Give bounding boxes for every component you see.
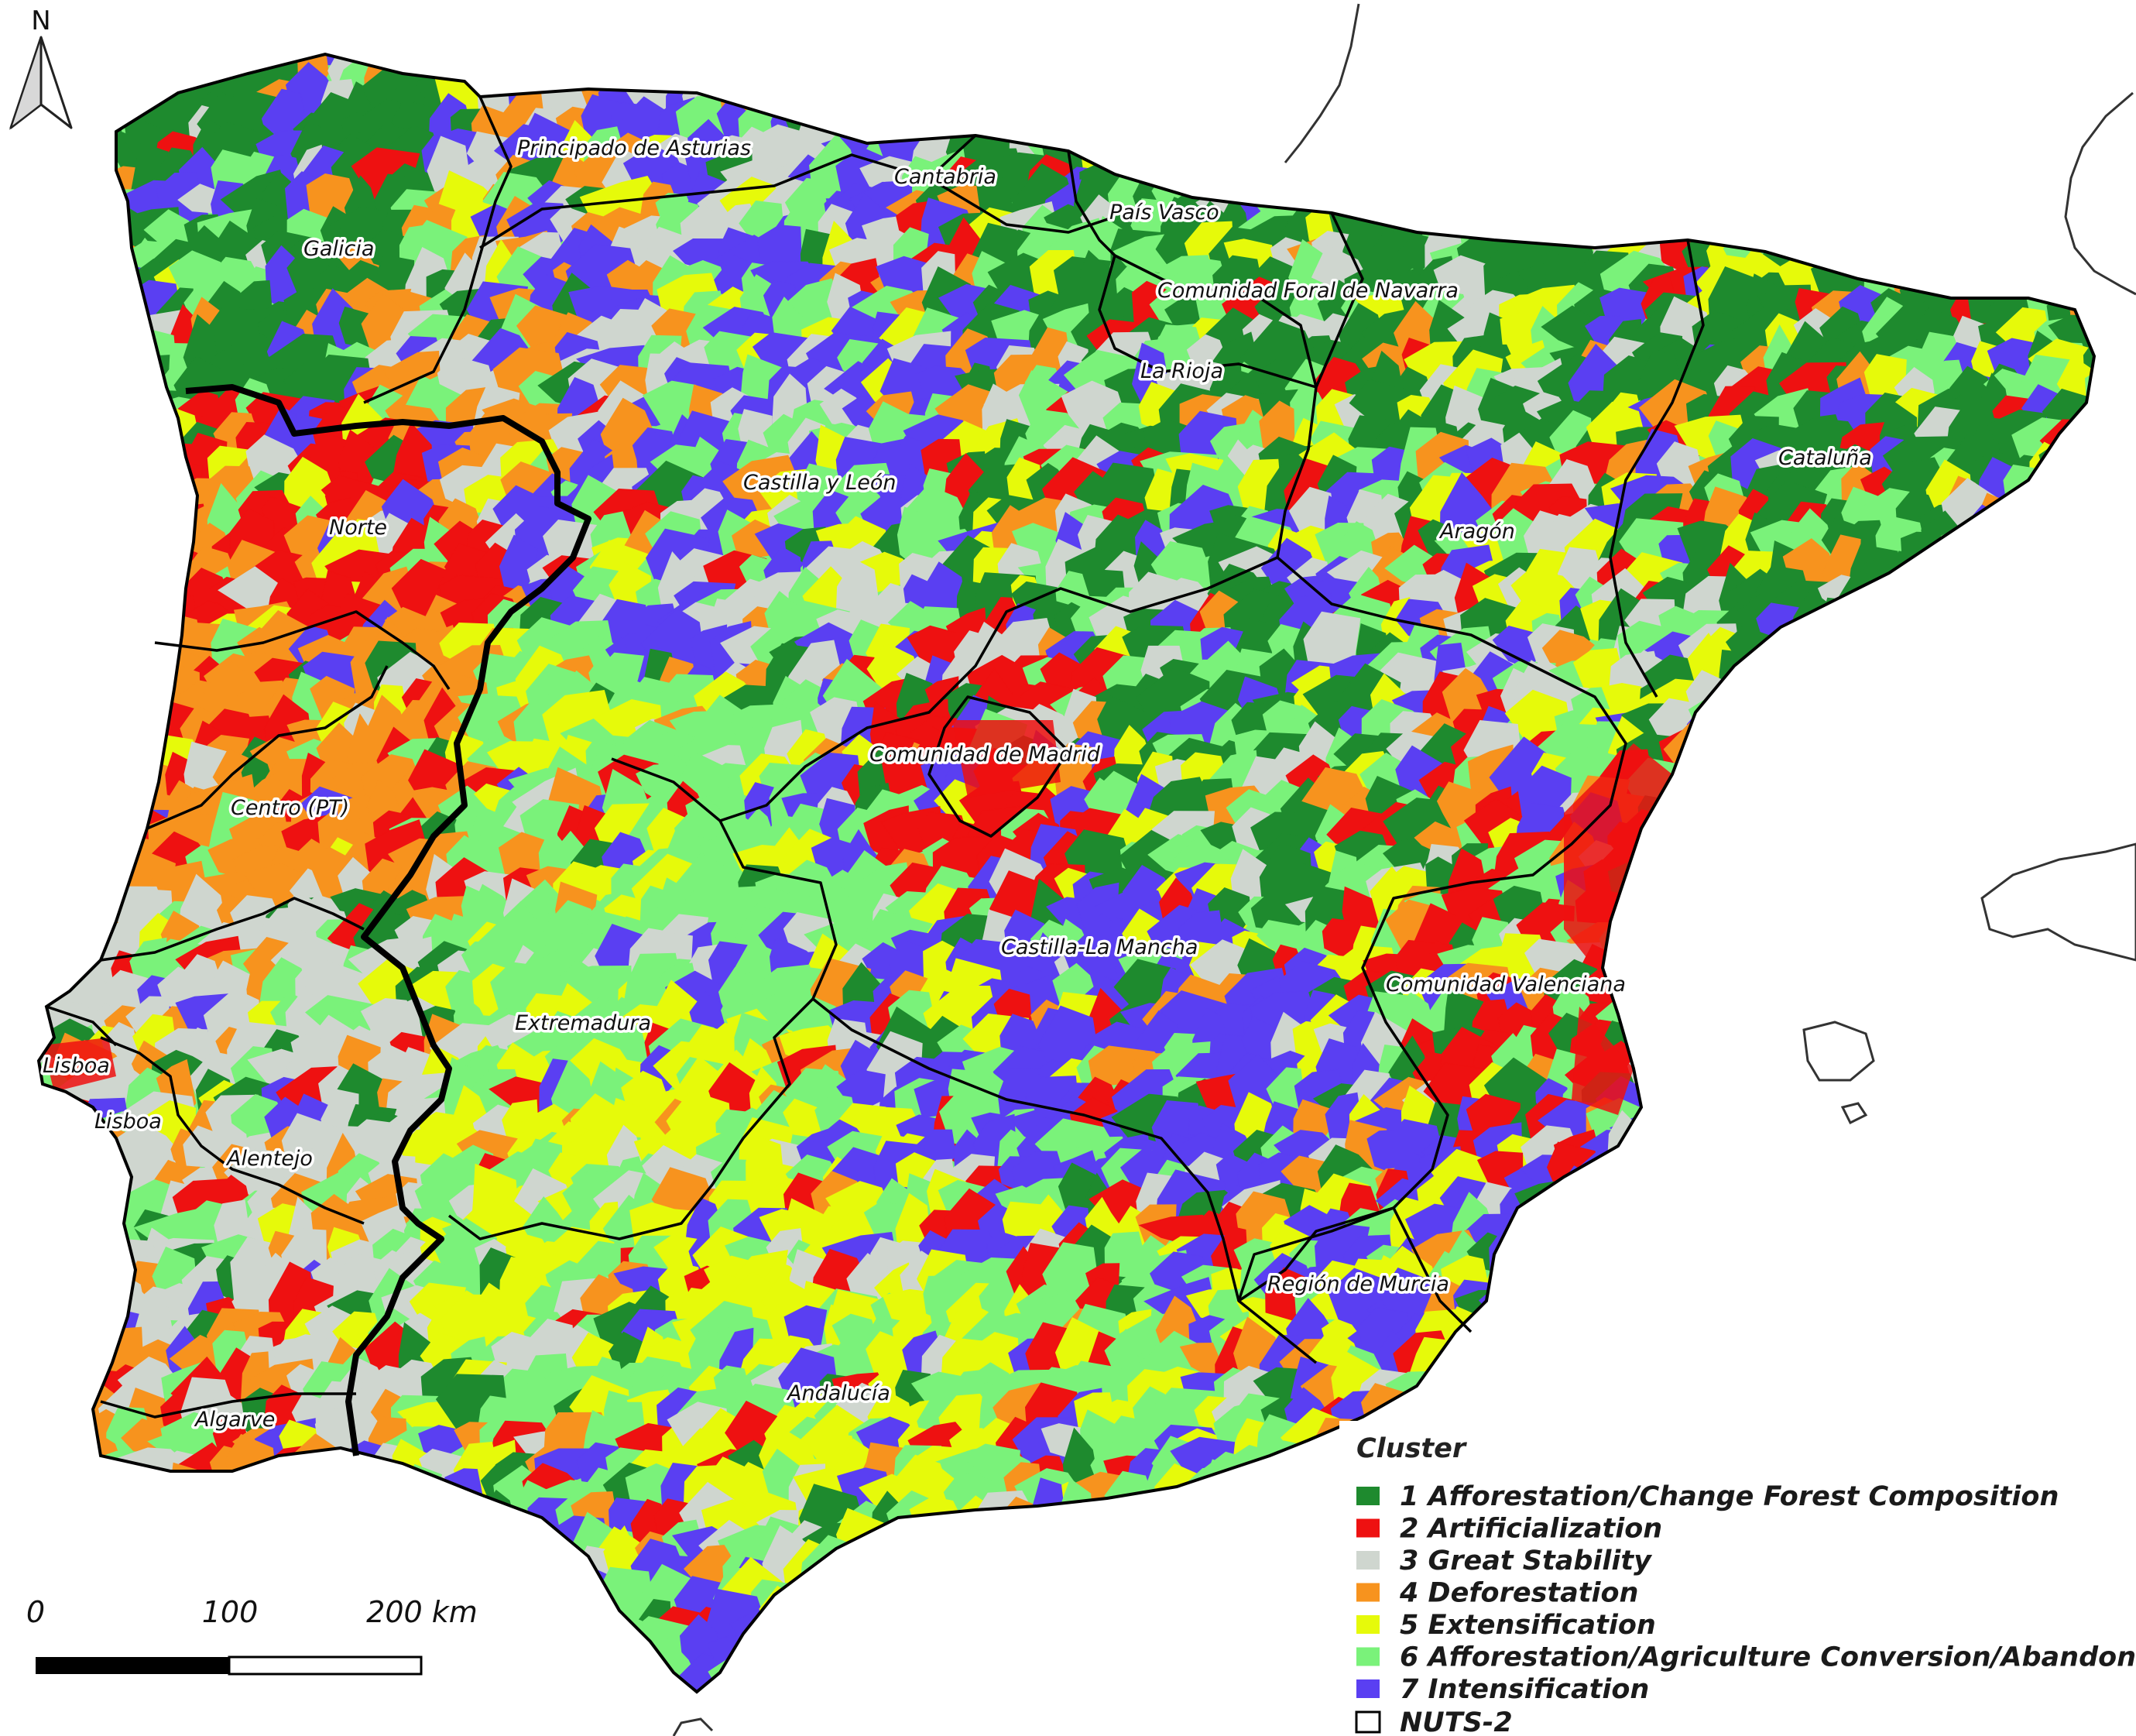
region-label-castilla-leon: Castilla y León [743, 471, 897, 495]
region-label-andalucia: Andalucía [786, 1381, 890, 1405]
region-label-algarve: Algarve [194, 1408, 275, 1432]
region-label-alentejo: Alentejo [225, 1147, 313, 1171]
region-label-galicia: Galicia [303, 237, 374, 261]
legend-swatch-5 [1356, 1615, 1380, 1634]
scale-label-0: 0 [26, 1595, 45, 1629]
region-label-norte: Norte [329, 516, 387, 540]
legend-label-3: 3 Great Stability [1400, 1546, 1653, 1576]
legend-swatch-7 [1356, 1679, 1380, 1698]
neighbor-coastlines [672, 3, 2136, 1736]
scale-bar: 0 100 200 km [26, 1595, 478, 1676]
legend: Cluster 1 Afforestation/Change Forest Co… [1339, 1421, 2136, 1736]
scale-label-100: 100 [202, 1595, 259, 1629]
region-label-centro-pt: Centro (PT) [231, 796, 349, 820]
legend-label-7: 7 Intensification [1400, 1674, 1649, 1705]
legend-title: Cluster [1356, 1433, 1468, 1464]
region-label-aragon: Aragón [1438, 520, 1515, 544]
region-label-lisboa-1: Lisboa [43, 1054, 110, 1078]
nuts2-boundaries [46, 96, 1705, 1419]
legend-label-1: 1 Afforestation/Change Forest Compositio… [1400, 1481, 2059, 1512]
legend-swatch-nuts2 [1355, 1710, 1381, 1734]
region-label-murcia: Región de Murcia [1267, 1272, 1449, 1296]
region-labels: Galicia Principado de Asturias Cantabria… [40, 134, 1875, 1435]
region-label-pais-vasco: País Vasco [1109, 201, 1219, 225]
region-label-valenciana: Comunidad Valenciana [1386, 973, 1626, 997]
region-label-castilla-la-mancha: Castilla-La Mancha [1001, 935, 1198, 959]
region-label-extremadura: Extremadura [515, 1011, 651, 1035]
legend-label-2: 2 Artificialization [1400, 1514, 1662, 1545]
legend-label-6: 6 Afforestation/Agriculture Conversion/A… [1400, 1642, 2136, 1673]
legend-swatch-6 [1356, 1647, 1380, 1666]
region-label-asturias: Principado de Asturias [517, 136, 751, 160]
legend-swatch-3 [1356, 1551, 1380, 1570]
region-label-cataluna: Cataluña [1778, 446, 1872, 470]
legend-swatch-4 [1356, 1583, 1380, 1602]
region-label-la-rioja: La Rioja [1140, 359, 1223, 383]
spain-portugal-border [185, 384, 591, 1456]
legend-swatch-1 [1356, 1487, 1380, 1505]
scale-bar-black-segment [36, 1657, 229, 1674]
legend-background [1339, 1421, 2136, 1736]
legend-label-4: 4 Deforestation [1399, 1578, 1638, 1609]
region-label-madrid: Comunidad de Madrid [869, 743, 1101, 767]
north-arrow: N [9, 5, 73, 130]
region-label-navarra: Comunidad Foral de Navarra [1157, 279, 1459, 303]
legend-label-5: 5 Extensification [1400, 1610, 1656, 1641]
region-label-cantabria: Cantabria [894, 165, 996, 189]
scale-label-200: 200 km [366, 1595, 478, 1629]
legend-label-nuts2: NUTS-2 [1400, 1707, 1513, 1736]
legend-swatch-2 [1356, 1518, 1380, 1538]
scale-bar-white-segment [228, 1655, 423, 1676]
north-arrow-label: N [31, 5, 50, 36]
region-label-lisboa-2: Lisboa [94, 1110, 162, 1134]
